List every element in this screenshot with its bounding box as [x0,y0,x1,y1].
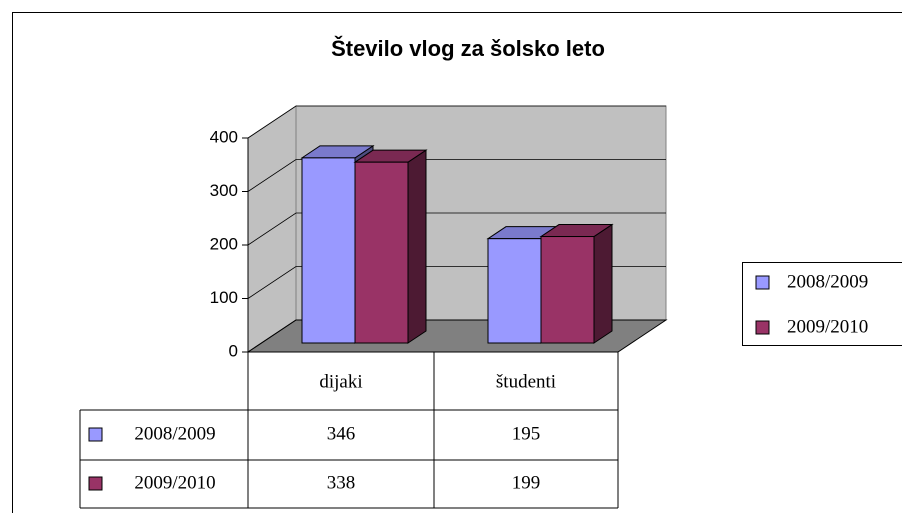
y-tick-label: 0 [229,341,238,360]
table-value: 338 [327,472,356,493]
legend-key [755,320,770,335]
table-legend-key [88,427,103,442]
chart-title: Število vlog za šolsko leto [331,36,605,61]
table-series-name: 2009/2010 [134,472,215,493]
legend-label: 2008/2009 [787,271,868,292]
x-tick-label: študenti [496,371,556,392]
table-series-name: 2008/2009 [134,423,215,444]
x-tick-label: dijaki [319,371,362,392]
bar [487,238,542,344]
bar [354,161,409,344]
legend-label: 2009/2010 [787,316,868,337]
y-tick-label: 100 [210,288,238,307]
table-value: 346 [327,423,356,444]
table-value: 199 [512,472,541,493]
table-legend-key [88,476,103,491]
table-value: 195 [512,423,541,444]
legend-key [755,275,770,290]
grid-line [247,105,666,139]
bar [301,157,356,344]
y-tick-label: 400 [210,127,238,146]
bar-side [407,149,427,344]
bar [540,236,595,344]
bar-side [593,223,613,344]
y-tick-label: 300 [210,181,238,200]
grid-line [247,212,666,246]
y-tick-label: 200 [210,234,238,253]
grid-line [247,159,666,192]
